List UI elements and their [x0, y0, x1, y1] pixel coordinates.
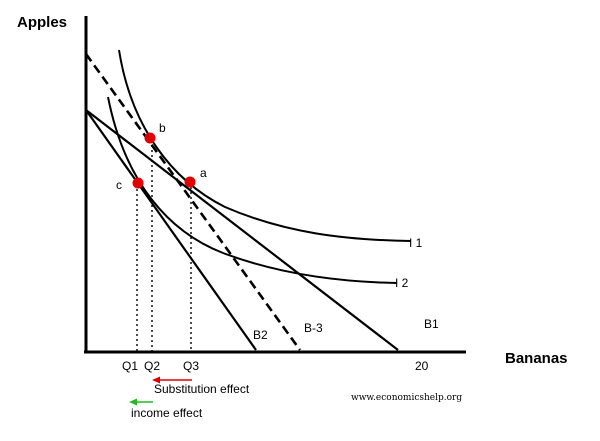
budget-line-b3 [84, 53, 302, 351]
budget-label-b3: B-3 [304, 321, 323, 335]
x-axis-title: Bananas [505, 350, 568, 367]
indifference-curve-i1 [118, 49, 412, 242]
curve-label-i2: I 2 [395, 276, 409, 290]
y-axis-title: Apples [17, 14, 67, 31]
point-b [144, 132, 156, 144]
quantity-label-q1: Q1 [122, 359, 138, 373]
budget-line-b2 [85, 109, 257, 351]
substitution-effect-label: Substitution effect [154, 382, 250, 396]
point-label-a: a [200, 166, 207, 180]
point-c [132, 177, 144, 189]
substitution-effect-arrow [152, 376, 192, 384]
quantity-label-q3: Q3 [183, 359, 199, 373]
point-label-c: c [116, 178, 122, 192]
watermark: www.economicshelp.org [351, 393, 462, 403]
curve-label-i1: I 1 [409, 236, 423, 250]
quantity-label-q2: Q2 [144, 359, 160, 373]
point-a [184, 176, 196, 188]
indifference-curve-i2 [107, 96, 398, 284]
x-tick-20: 20 [415, 359, 429, 373]
budget-label-b2: B2 [253, 328, 268, 342]
income-effect-arrow [129, 398, 153, 406]
point-label-b: b [159, 121, 166, 135]
income-effect-label: income effect [131, 406, 203, 420]
budget-label-b1: B1 [424, 317, 439, 331]
budget-line-b1 [85, 109, 399, 351]
